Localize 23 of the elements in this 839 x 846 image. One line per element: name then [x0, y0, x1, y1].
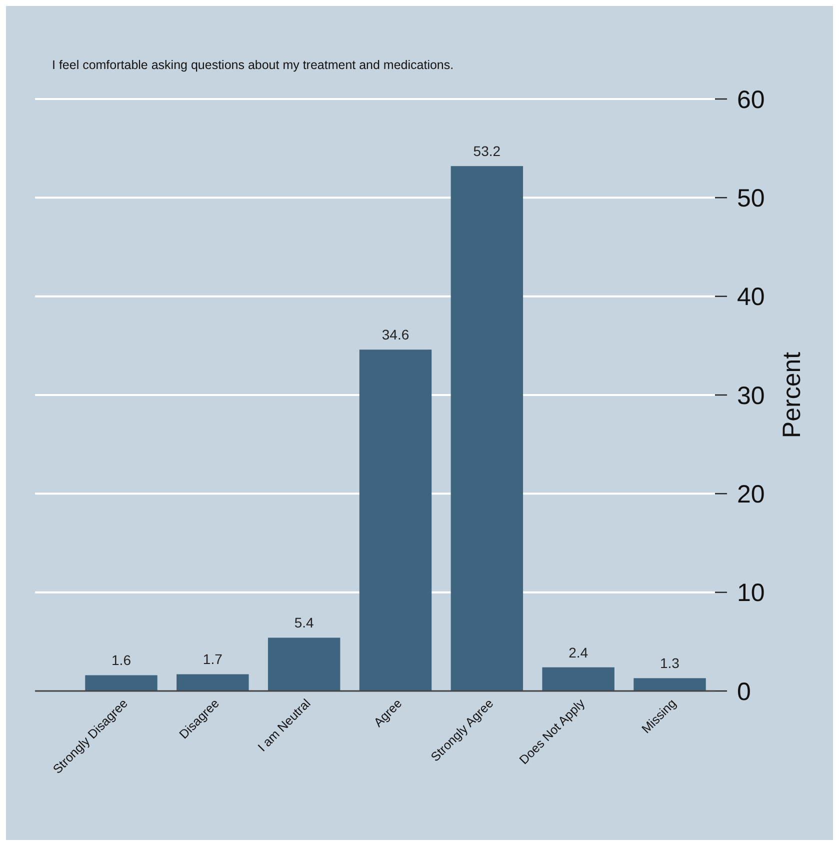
data-label: 34.6	[382, 326, 410, 343]
y-tick-label: 30	[737, 382, 765, 410]
y-tick-label: 10	[737, 579, 765, 608]
bar	[450, 166, 524, 691]
y-tick-label: 60	[737, 86, 765, 114]
bar	[85, 675, 158, 691]
bar	[634, 678, 706, 691]
y-tick-label: 40	[737, 283, 765, 312]
data-label: 1.7	[202, 651, 223, 668]
y-tick-label: 0	[737, 678, 751, 706]
bar	[542, 667, 614, 691]
bar	[268, 638, 340, 691]
bar	[176, 674, 249, 691]
data-label: 5.4	[294, 614, 314, 631]
data-label: 1.3	[660, 655, 680, 672]
chart-title: I feel comfortable asking questions about my treatment and medications.	[52, 58, 454, 72]
y-tick-label: 20	[737, 480, 765, 508]
data-label: 2.4	[568, 644, 588, 660]
data-label: 53.2	[473, 143, 501, 160]
y-axis-title: Percent	[778, 352, 806, 438]
data-label: 1.6	[112, 652, 132, 668]
bar	[359, 350, 432, 691]
y-tick-label: 50	[737, 184, 765, 212]
